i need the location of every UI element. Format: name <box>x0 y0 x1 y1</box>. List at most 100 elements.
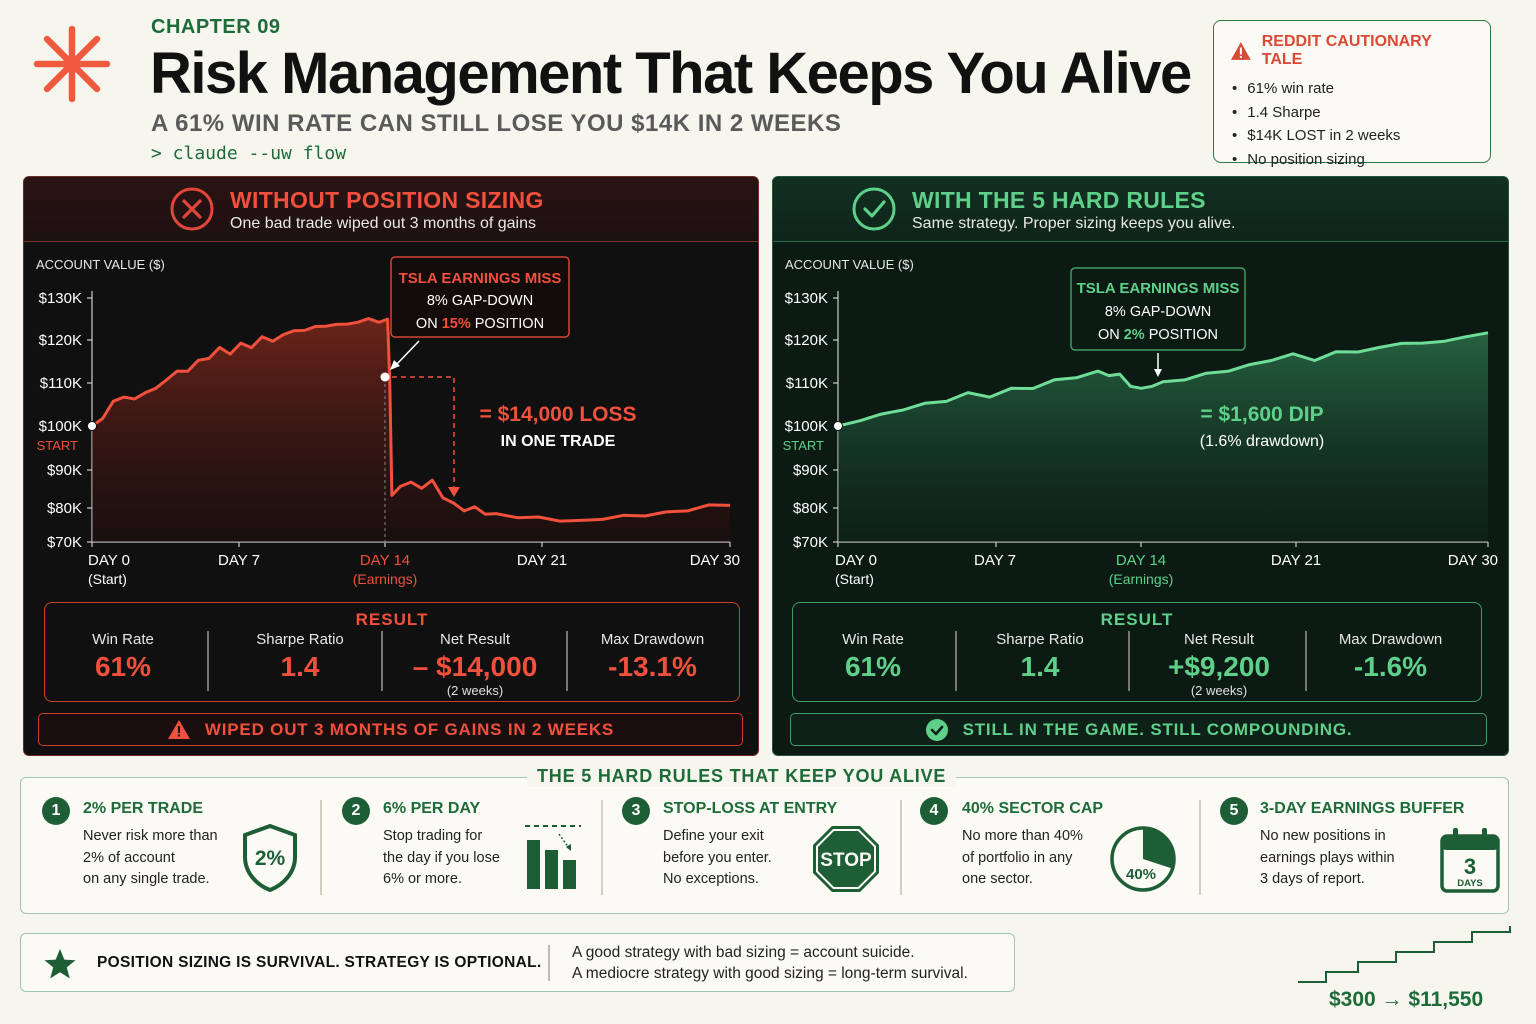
net-result-stat: Net Result +$9,200 (2 weeks) <box>1168 631 1270 698</box>
win-rate-stat: Win Rate 61% <box>842 631 904 682</box>
y-tick-label: $80K <box>793 500 828 517</box>
result-title: RESULT <box>355 610 429 629</box>
account-value-line <box>837 331 1489 428</box>
x-circle-icon <box>170 187 214 231</box>
panel-header: WITHOUT POSITION SIZING One bad trade wi… <box>24 177 758 242</box>
y-tick-label: $80K <box>47 500 82 517</box>
x-tick-label: DAY 0 <box>835 552 877 569</box>
rule-item: 3 STOP-LOSS AT ENTRY Define your exit bef… <box>601 778 901 915</box>
start-label: START <box>783 438 824 453</box>
callout-title: TSLA EARNINGS MISS <box>1077 280 1240 297</box>
command-line: > claude --uw flow <box>151 143 347 164</box>
sharpe-stat: Sharpe Ratio 1.4 <box>996 631 1084 682</box>
svg-text:DAYS: DAYS <box>1457 878 1483 889</box>
hard-rules-box: 1 2% PER TRADE Never risk more than 2% of… <box>20 777 1509 914</box>
x-tick-label: DAY 7 <box>974 552 1016 569</box>
panel-header: WITH THE 5 HARD RULES Same strategy. Pro… <box>773 177 1508 242</box>
y-tick-label: $130K <box>785 290 828 307</box>
list-item: 61% win rate <box>1232 77 1474 101</box>
check-circle-icon <box>852 187 896 231</box>
net-result-stat: Net Result – $14,000 (2 weeks) <box>412 631 538 698</box>
y-tick-label: $120K <box>785 332 828 349</box>
rule-item: 1 2% PER TRADE Never risk more than 2% of… <box>21 778 321 915</box>
x-tick-label: DAY 21 <box>1271 552 1321 569</box>
callout-position: ON 15% POSITION <box>416 316 544 332</box>
list-item: No position sizing <box>1232 148 1474 172</box>
cautionary-title: REDDIT CAUTIONARY TALE <box>1261 33 1432 68</box>
y-tick-label: $90K <box>47 462 82 479</box>
stairs-icon <box>1298 926 1511 983</box>
bar-drop-icon <box>525 825 581 889</box>
pie-icon: 40% <box>1110 826 1176 892</box>
rule-item: 5 3-DAY EARNINGS BUFFER No new positions… <box>1199 778 1509 915</box>
panel-title: WITH THE 5 HARD RULES <box>912 187 1206 213</box>
panel-subtitle: Same strategy. Proper sizing keeps you a… <box>912 215 1236 232</box>
check-circle-icon <box>925 718 948 741</box>
y-axis-label: ACCOUNT VALUE ($) <box>785 257 914 272</box>
drop-point <box>380 372 390 382</box>
account-value-line <box>91 317 731 523</box>
x-tick-sublabel: (Earnings) <box>353 571 418 587</box>
result-box: RESULT Win Rate 61% Sharpe Ratio 1.4 Net… <box>792 602 1482 702</box>
dip-label: = $1,600 DIP <box>1200 403 1323 426</box>
stop-sign-icon: STOP <box>813 826 879 892</box>
account-value-area <box>92 318 730 542</box>
page-subtitle: A 61% WIN RATE CAN STILL LOSE YOU $14K I… <box>151 110 842 137</box>
x-tick-label: DAY 21 <box>517 552 567 569</box>
y-tick-label: $90K <box>793 462 828 479</box>
success-banner: STILL IN THE GAME. STILL COMPOUNDING. <box>790 713 1487 746</box>
rules-title: THE 5 HARD RULES THAT KEEP YOU ALIVE <box>527 766 957 787</box>
x-tick-label: DAY 0 <box>88 552 130 569</box>
x-tick-label: DAY 14 <box>360 552 410 569</box>
account-value-area <box>838 332 1488 542</box>
page-title: Risk Management That Keeps You Alive <box>150 41 1192 106</box>
y-tick-label: $110K <box>786 375 828 392</box>
y-tick-label: $70K <box>793 534 828 551</box>
footer-box: POSITION SIZING IS SURVIVAL. STRATEGY IS… <box>20 933 1015 992</box>
dip-sublabel: (1.6% drawdown) <box>1200 433 1325 450</box>
footer-line: A mediocre strategy with good sizing = l… <box>572 965 968 982</box>
footer-main: POSITION SIZING IS SURVIVAL. STRATEGY IS… <box>97 954 542 971</box>
svg-text:2%: 2% <box>255 847 286 870</box>
x-tick-label: DAY 30 <box>1448 552 1498 569</box>
result-box: RESULT Win Rate 61% Sharpe Ratio 1.4 Net… <box>44 602 740 702</box>
footer-line: A good strategy with bad sizing = accoun… <box>572 944 915 961</box>
list-item: $14K LOST in 2 weeks <box>1232 124 1474 148</box>
cautionary-list: 61% win rate 1.4 Sharpe $14K LOST in 2 w… <box>1232 77 1474 171</box>
x-tick-sublabel: (Start) <box>88 571 127 587</box>
y-tick-label: $120K <box>39 332 82 349</box>
without-sizing-panel: WITHOUT POSITION SIZING One bad trade wi… <box>23 176 759 756</box>
account-value-chart: ACCOUNT VALUE ($) $130K $120K $110K $100K $9… <box>783 257 1498 587</box>
chapter-label: CHAPTER 09 <box>151 16 281 38</box>
y-tick-label: $100K <box>39 418 82 435</box>
rule-item: 2 6% PER DAY Stop trading for the day if … <box>321 778 601 915</box>
x-tick-sublabel: (Earnings) <box>1109 571 1174 587</box>
y-tick-label: $100K <box>785 418 828 435</box>
account-value-chart: ACCOUNT VALUE ($) $130K $120K $110K $100K $9… <box>36 256 740 587</box>
svg-text:3: 3 <box>1464 854 1476 879</box>
start-point <box>833 421 843 431</box>
growth-label: $300 → $11,550 <box>1329 988 1484 1011</box>
sharpe-stat: Sharpe Ratio 1.4 <box>256 631 344 682</box>
y-tick-label: $110K <box>40 375 82 392</box>
cautionary-tale-box: REDDIT CAUTIONARY TALE 61% win rate 1.4 … <box>1213 20 1491 168</box>
y-axis-label: ACCOUNT VALUE ($) <box>36 257 165 272</box>
x-tick-label: DAY 30 <box>690 552 740 569</box>
result-title: RESULT <box>1100 610 1174 629</box>
loss-label: = $14,000 LOSS <box>479 403 636 426</box>
panel-subtitle: One bad trade wiped out 3 months of gain… <box>230 215 536 232</box>
rule-item: 4 40% SECTOR CAP No more than 40% of port… <box>900 778 1200 915</box>
callout-line: 8% GAP-DOWN <box>427 293 533 309</box>
shield-icon: 2% <box>243 823 297 893</box>
warning-banner: WIPED OUT 3 MONTHS OF GAINS IN 2 WEEKS <box>38 713 743 746</box>
max-drawdown-stat: Max Drawdown -13.1% <box>600 631 705 682</box>
win-rate-stat: Win Rate 61% <box>92 631 154 682</box>
list-item: 1.4 Sharpe <box>1232 101 1474 125</box>
calendar-icon: 3 DAYS <box>1440 828 1500 893</box>
x-tick-label: DAY 14 <box>1116 552 1166 569</box>
start-point <box>87 421 97 431</box>
warning-icon <box>1230 42 1251 60</box>
warning-icon <box>167 720 190 739</box>
asterisk-logo-icon <box>33 25 111 103</box>
max-drawdown-stat: Max Drawdown -1.6% <box>1338 631 1443 682</box>
